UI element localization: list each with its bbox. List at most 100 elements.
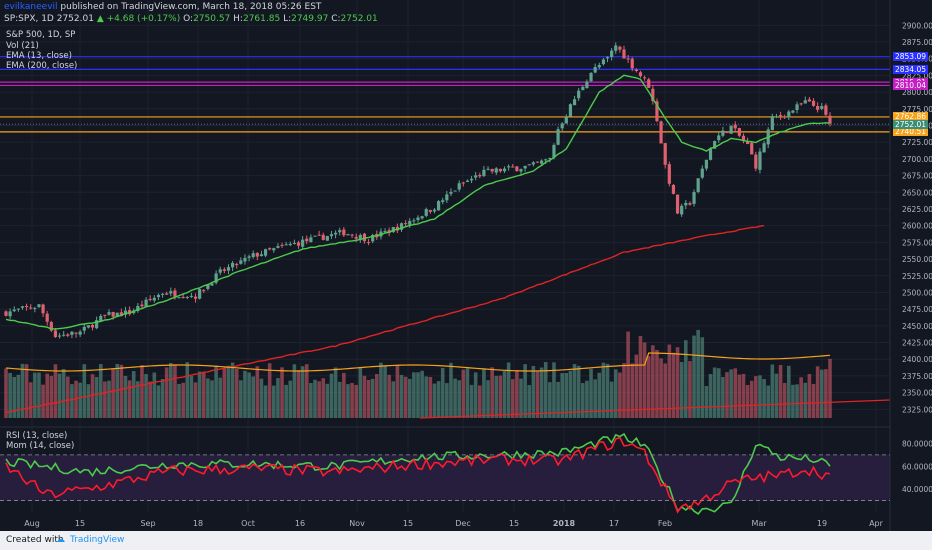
candle	[231, 262, 235, 268]
volume-bar	[160, 379, 165, 418]
volume-bar	[420, 370, 424, 418]
volume-bar	[152, 372, 157, 418]
volume-bar	[66, 376, 70, 418]
high-value: 2761.85	[242, 14, 281, 24]
volume-bar	[321, 378, 326, 418]
candle	[770, 116, 774, 131]
volume-bar	[366, 380, 371, 418]
volume-bar	[12, 377, 17, 418]
candle	[688, 203, 692, 205]
candle	[226, 267, 231, 271]
volume-bar	[745, 385, 750, 418]
time-tick: 19	[817, 519, 827, 528]
volume-bar	[486, 380, 490, 418]
volume-bar	[412, 372, 416, 418]
price-tick: 2425.00	[902, 339, 932, 348]
candle	[371, 234, 375, 242]
candle	[16, 308, 20, 310]
volume-bar	[445, 383, 449, 418]
volume-bar	[70, 384, 74, 418]
candle	[119, 312, 123, 317]
candle	[334, 232, 338, 235]
volume-bars	[4, 329, 891, 419]
candle	[614, 45, 618, 51]
candle	[329, 234, 334, 237]
volume-bar	[251, 376, 255, 418]
candle	[729, 125, 733, 134]
volume-bar	[642, 342, 647, 418]
candle	[214, 273, 218, 283]
tradingview-brand[interactable]: TradingView	[70, 535, 125, 545]
candle	[519, 169, 523, 172]
candle	[741, 135, 746, 141]
volume-bar	[333, 367, 338, 418]
candle	[404, 223, 408, 225]
mom-legend: Mom (14, close)	[6, 441, 75, 451]
candle	[268, 248, 272, 250]
candle	[41, 304, 45, 314]
candle	[457, 183, 461, 190]
volume-bar	[239, 380, 243, 418]
candle	[284, 244, 288, 246]
candle	[700, 168, 704, 178]
volume-bar	[478, 385, 482, 418]
candle	[123, 310, 128, 315]
candle	[733, 124, 737, 129]
candle	[585, 81, 589, 89]
ema13-line	[5, 74, 831, 330]
low-label: L:	[283, 14, 292, 24]
candles	[4, 42, 832, 339]
candle	[507, 166, 511, 168]
tradingview-logo-icon: ☁	[56, 535, 65, 545]
candle	[86, 325, 90, 328]
volume-bar	[605, 363, 610, 418]
price-tick: 2400.00	[902, 355, 932, 364]
volume-bar	[581, 383, 585, 418]
volume-bar	[646, 356, 651, 418]
candle	[622, 49, 626, 59]
volume-bar	[247, 372, 251, 418]
volume-bar	[222, 368, 227, 418]
candle	[107, 312, 111, 315]
author-link[interactable]: evilkaneevil	[4, 2, 58, 12]
candle	[160, 293, 165, 295]
candle	[420, 216, 424, 219]
volume-bar	[523, 364, 527, 418]
volume-bar	[309, 382, 313, 418]
volume-bar	[482, 368, 486, 418]
candle	[478, 174, 482, 177]
level-price-label: 2762.86	[892, 112, 928, 122]
volume-bar	[4, 368, 8, 418]
volume-bar	[572, 364, 577, 418]
volume-bar	[416, 372, 420, 418]
ohlc-line: SP:SPX, 1D 2752.01 ▲ +4.68 (+0.17%) O:27…	[4, 14, 378, 24]
candle	[156, 294, 161, 298]
volume-bar	[716, 368, 721, 418]
candle	[66, 334, 70, 336]
open-value: 2750.57	[193, 14, 231, 24]
volume-bar	[98, 364, 103, 418]
candle	[169, 291, 173, 294]
candle	[148, 298, 152, 300]
volume-bar	[498, 375, 503, 418]
volume-bar	[754, 376, 758, 418]
candle	[461, 182, 465, 184]
volume-bar	[436, 381, 441, 418]
candle	[383, 231, 387, 233]
candle	[655, 101, 659, 122]
time-tick: Nov	[349, 519, 365, 528]
candle	[193, 296, 198, 299]
close-label: C:	[331, 14, 341, 24]
candle	[103, 314, 107, 316]
volume-bar	[226, 365, 231, 418]
volume-bar	[391, 381, 396, 418]
volume-bar	[358, 366, 363, 418]
volume-bar	[758, 375, 762, 418]
candle	[305, 238, 309, 242]
volume-bar	[280, 367, 284, 418]
volume-bar	[819, 369, 824, 418]
volume-bar	[313, 379, 317, 418]
rsi-tick: 60.0000	[902, 462, 932, 471]
volume-bar	[329, 373, 334, 418]
volume-bar	[655, 350, 659, 418]
